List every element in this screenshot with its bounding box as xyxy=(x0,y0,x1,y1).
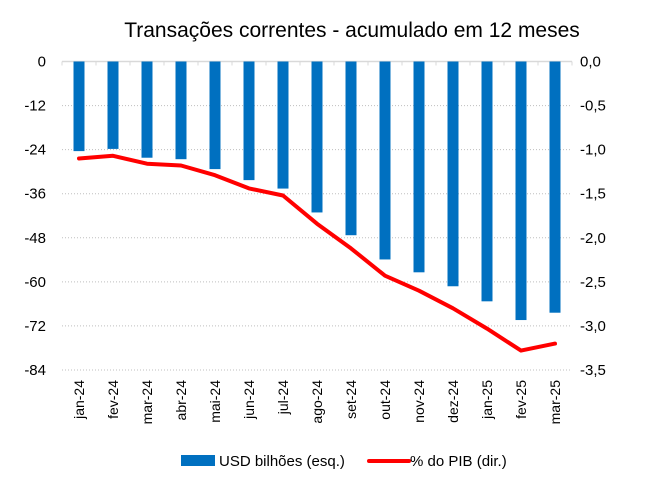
left-tick-label: -24 xyxy=(24,142,46,159)
bar xyxy=(379,61,391,260)
x-tick-label: fev-25 xyxy=(513,380,529,419)
right-tick-label: -2,5 xyxy=(580,274,606,291)
line-series xyxy=(77,153,557,353)
x-tick-label: fev-24 xyxy=(105,380,121,419)
x-tick-label: ago-24 xyxy=(309,380,325,424)
x-tick-label: jan-25 xyxy=(479,380,495,420)
bar xyxy=(311,61,323,213)
bar xyxy=(107,61,119,149)
right-tick-label: -3,0 xyxy=(580,318,606,335)
x-tick-label: set-24 xyxy=(343,380,359,419)
x-tick-label: jan-24 xyxy=(71,380,87,420)
legend-label-bar: USD bilhões (esq.) xyxy=(219,453,345,470)
bar xyxy=(549,61,561,313)
bar xyxy=(413,61,425,273)
bar xyxy=(481,61,493,302)
bar xyxy=(73,61,85,152)
bar xyxy=(447,61,459,287)
right-tick-label: -2,0 xyxy=(580,230,606,247)
legend: USD bilhões (esq.) % do PIB (dir.) xyxy=(181,453,507,470)
bar xyxy=(515,61,527,321)
right-tick-label: -1,5 xyxy=(580,186,606,203)
legend-swatch-bar xyxy=(181,455,215,466)
bar xyxy=(277,61,289,189)
right-tick-label: 0,0 xyxy=(580,54,601,71)
left-tick-label: 0 xyxy=(38,54,46,71)
right-axis: 0,0 -0,5 -1,0 -1,5 -2,0 -2,5 -3,0 -3,5 xyxy=(580,54,606,380)
bar xyxy=(345,61,357,236)
x-tick-label: abr-24 xyxy=(173,380,189,421)
left-tick-label: -72 xyxy=(24,318,46,335)
bar xyxy=(175,61,187,160)
bar-series xyxy=(73,61,561,321)
x-tick-label: mar-25 xyxy=(547,380,563,425)
right-tick-label: -3,5 xyxy=(580,362,606,379)
left-tick-label: -60 xyxy=(24,274,46,291)
bar xyxy=(243,61,255,181)
legend-label-line: % do PIB (dir.) xyxy=(410,453,507,470)
left-axis: 0 -12 -24 -36 -48 -60 -72 -84 xyxy=(24,54,46,380)
x-tick-label: jul-24 xyxy=(275,380,291,415)
left-tick-label: -36 xyxy=(24,186,46,203)
chart-title: Transações correntes - acumulado em 12 m… xyxy=(124,19,580,42)
left-tick-label: -12 xyxy=(24,98,46,115)
bar xyxy=(209,61,221,170)
left-tick-label: -84 xyxy=(24,362,46,379)
x-tick-label: jun-24 xyxy=(241,380,257,420)
x-tick-label: dez-24 xyxy=(445,380,461,423)
x-axis: jan-24 fev-24 mar-24 abr-24 mai-24 jun-24 jul-… xyxy=(71,380,563,425)
left-tick-label: -48 xyxy=(24,230,46,247)
x-tick-label: out-24 xyxy=(377,380,393,420)
bar xyxy=(141,61,153,158)
x-tick-label: mai-24 xyxy=(207,380,223,423)
right-tick-label: -1,0 xyxy=(580,142,606,159)
x-tick-label: mar-24 xyxy=(139,380,155,425)
right-tick-label: -0,5 xyxy=(580,98,606,115)
x-tick-label: nov-24 xyxy=(411,380,427,423)
